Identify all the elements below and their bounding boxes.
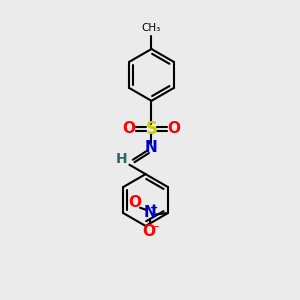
Text: +: + [150, 203, 158, 213]
Text: H: H [115, 152, 127, 166]
Text: O: O [128, 195, 141, 210]
Text: O: O [142, 224, 155, 239]
Text: N: N [143, 205, 156, 220]
Text: CH₃: CH₃ [142, 23, 161, 33]
Text: O: O [167, 121, 180, 136]
Text: S: S [146, 120, 158, 138]
Text: ⁻: ⁻ [152, 223, 159, 236]
Text: N: N [145, 140, 158, 155]
Text: O: O [123, 121, 136, 136]
